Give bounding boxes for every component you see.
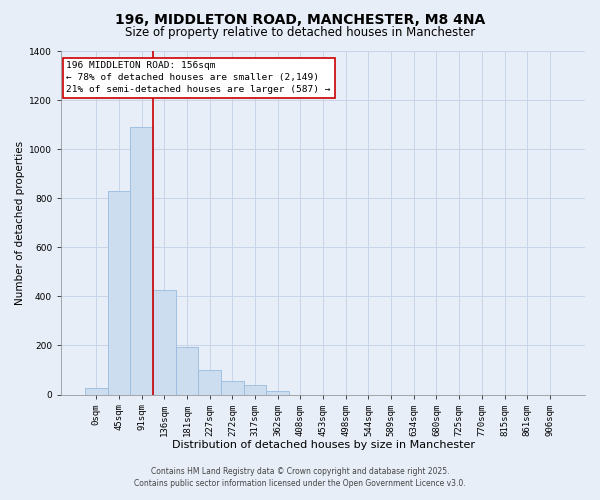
- Text: 196, MIDDLETON ROAD, MANCHESTER, M8 4NA: 196, MIDDLETON ROAD, MANCHESTER, M8 4NA: [115, 12, 485, 26]
- Bar: [107, 191, 130, 394]
- Y-axis label: Number of detached properties: Number of detached properties: [15, 140, 25, 305]
- Bar: [266, 391, 289, 394]
- Bar: [244, 386, 266, 394]
- Bar: [153, 290, 176, 395]
- Text: Contains HM Land Registry data © Crown copyright and database right 2025.
Contai: Contains HM Land Registry data © Crown c…: [134, 466, 466, 487]
- Bar: [85, 388, 107, 394]
- Bar: [199, 370, 221, 394]
- Text: Size of property relative to detached houses in Manchester: Size of property relative to detached ho…: [125, 26, 475, 39]
- Bar: [176, 346, 199, 395]
- X-axis label: Distribution of detached houses by size in Manchester: Distribution of detached houses by size …: [172, 440, 475, 450]
- Text: 196 MIDDLETON ROAD: 156sqm
← 78% of detached houses are smaller (2,149)
21% of s: 196 MIDDLETON ROAD: 156sqm ← 78% of deta…: [67, 62, 331, 94]
- Bar: [130, 127, 153, 394]
- Bar: [221, 380, 244, 394]
